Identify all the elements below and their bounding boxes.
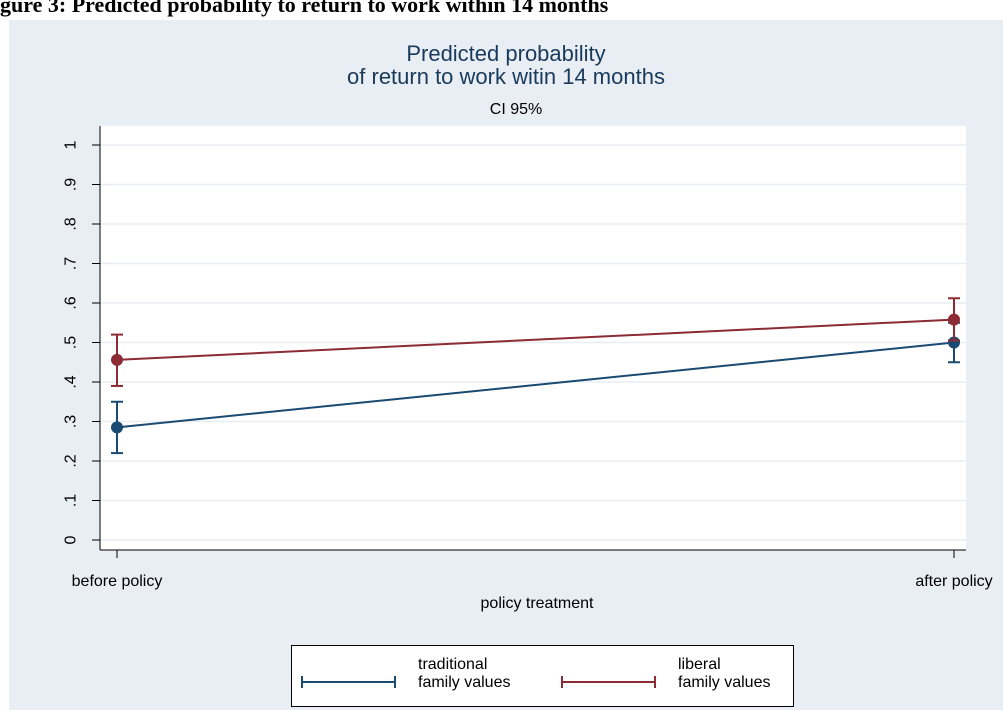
ytick-label-7: .7 [63,257,80,270]
ytick-label-0: 0 [63,535,80,544]
legend-key-traditional [301,676,396,688]
figure-caption: gure 3: Predicted probability to return … [0,0,609,17]
point-traditional-1 [948,336,960,349]
ytick-label-5: .5 [63,336,80,349]
ytick-label-4: .4 [63,375,80,388]
legend-label-traditional: traditional family values [418,656,511,691]
chart-subtitle: CI 95% [490,101,542,118]
chart-title-line-1: Predicted probability [406,41,605,66]
ytick-label-6: .6 [63,296,80,309]
xtick-label-1: after policy [915,573,992,590]
legend-label-liberal: liberal family values [678,656,771,691]
legend-item-traditional: traditional family values [300,656,550,698]
xtick-label-0: before policy [72,573,163,590]
chart-title-line-2: of return to work witin 14 months [347,64,665,89]
legend-key-liberal [561,676,656,688]
x-axis-title: policy treatment [481,595,594,612]
series-line-liberal [116,318,955,361]
ytick-label-9: .9 [63,178,80,191]
point-liberal-1 [948,313,960,326]
series-line-traditional [116,341,955,429]
chart-svg: 0 .1 .2 .3 .4 .5 .6 .7 .8 .9 1 before policy after p… [63,41,993,612]
ytick-label-10: 1 [63,140,80,149]
ytick-label-3: .3 [63,415,80,428]
legend: traditional family values liberal family… [291,645,794,707]
point-traditional-0 [111,421,123,434]
chart-panel: 0 .1 .2 .3 .4 .5 .6 .7 .8 .9 1 before policy after p… [9,20,1003,710]
plot-area [100,126,966,550]
ytick-label-2: .2 [63,454,80,467]
legend-item-liberal: liberal family values [560,656,790,698]
point-liberal-0 [111,353,123,366]
ytick-label-1: .1 [63,494,80,507]
ytick-label-8: .8 [63,217,80,230]
